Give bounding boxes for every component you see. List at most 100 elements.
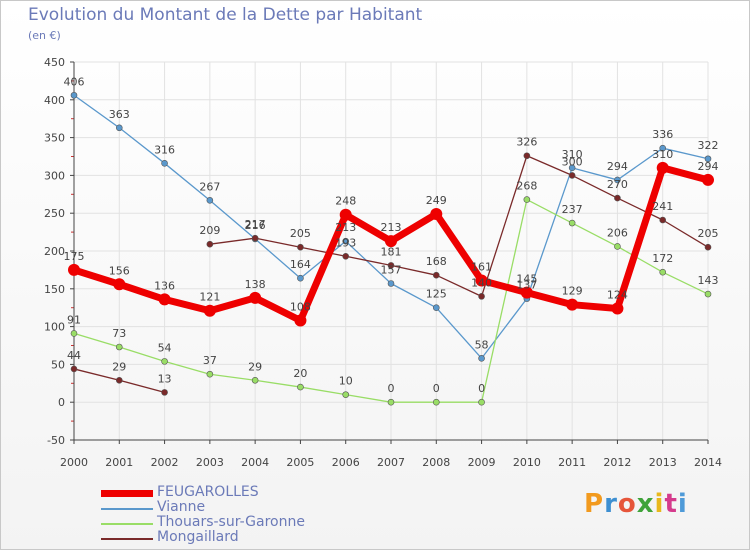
y-tick-label: 350	[44, 132, 65, 145]
data-label-vianne: 310	[562, 148, 583, 161]
data-point-vianne	[704, 155, 712, 163]
data-label-vianne: 267	[199, 180, 220, 193]
data-label-feugarolles: 310	[652, 148, 673, 161]
data-point-thouars-sur-garonne	[478, 398, 485, 406]
data-label-vianne: 216	[245, 219, 266, 232]
data-point-thouars-sur-garonne	[387, 398, 395, 406]
x-tick-label: 2004	[241, 456, 269, 469]
data-point-thouars-sur-garonne	[432, 398, 440, 406]
series-feugarolles	[68, 161, 714, 327]
data-label-mongaillard: 217	[245, 218, 266, 231]
data-label-feugarolles: 213	[381, 221, 402, 234]
data-label-mongaillard: 209	[199, 224, 220, 237]
data-point-vianne	[70, 91, 78, 99]
data-label-feugarolles: 145	[516, 273, 537, 286]
data-point-mongaillard	[704, 243, 712, 251]
y-tick-label: 150	[44, 283, 65, 296]
data-label-thouars-sur-garonne: 172	[652, 252, 673, 265]
legend-label: Vianne	[157, 499, 206, 515]
data-point-vianne	[614, 176, 621, 184]
chart-title: Evolution du Montant de la Dette par Hab…	[28, 5, 423, 25]
data-label-vianne: 316	[154, 143, 175, 156]
data-point-mongaillard	[161, 389, 168, 396]
x-tick-label: 2001	[105, 456, 133, 469]
data-point-mongaillard	[432, 271, 440, 279]
x-axis: 2000 2001 2002 2003 2004 2005 2006 2007 2008 2009…	[60, 439, 722, 469]
data-label-thouars-sur-garonne: 91	[67, 313, 81, 326]
data-point-feugarolles	[656, 161, 669, 174]
x-tick-label: 2005	[286, 456, 314, 469]
data-label-mongaillard: 300	[562, 155, 583, 168]
data-point-thouars-sur-garonne	[342, 391, 350, 398]
logo-letter: i	[677, 489, 688, 519]
series-layer	[68, 91, 714, 406]
x-tick-label: 2008	[422, 456, 450, 469]
data-point-thouars-sur-garonne	[614, 243, 621, 250]
y-tick-label: 0	[58, 396, 65, 409]
data-point-feugarolles	[113, 278, 126, 291]
data-label-mongaillard: 205	[698, 227, 719, 240]
data-label-feugarolles: 108	[290, 301, 311, 314]
data-labels: 175 156 136 121 138 108 248 213 249 161 145 129 124 3…	[64, 75, 719, 395]
x-tick-label: 2014	[694, 456, 722, 469]
data-label-mongaillard: 205	[290, 227, 311, 240]
data-point-thouars-sur-garonne	[115, 343, 123, 351]
y-tick-label: 400	[44, 94, 65, 107]
y-tick-label: -50	[47, 434, 65, 447]
data-point-feugarolles	[385, 235, 397, 248]
x-tick-label: 2000	[60, 456, 88, 469]
data-label-vianne: 157	[381, 264, 402, 277]
x-tick-label: 2011	[558, 456, 586, 469]
y-tick-label: 200	[44, 245, 65, 258]
data-point-feugarolles	[475, 274, 488, 287]
data-label-thouars-sur-garonne: 73	[112, 327, 126, 340]
data-point-feugarolles	[611, 302, 624, 315]
data-label-thouars-sur-garonne: 0	[388, 382, 395, 395]
data-point-thouars-sur-garonne	[161, 358, 168, 365]
data-point-feugarolles	[249, 291, 262, 304]
data-label-mongaillard: 181	[381, 245, 402, 258]
data-point-feugarolles	[566, 298, 579, 311]
data-point-feugarolles	[339, 208, 352, 221]
data-point-vianne	[432, 304, 440, 312]
data-point-thouars-sur-garonne	[523, 196, 531, 203]
logo-letter: P	[584, 489, 605, 519]
data-label-mongaillard: 193	[335, 236, 356, 249]
data-point-mongaillard	[115, 376, 123, 384]
y-tick-label: 300	[44, 169, 65, 182]
data-point-feugarolles	[203, 304, 216, 317]
data-label-thouars-sur-garonne: 54	[158, 341, 172, 354]
data-label-mongaillard: 168	[426, 255, 447, 268]
legend-swatch	[101, 523, 153, 525]
data-point-feugarolles	[520, 286, 533, 299]
y-tick-label: 50	[51, 358, 65, 371]
x-tick-label: 2003	[196, 456, 224, 469]
data-point-mongaillard	[251, 234, 259, 242]
data-label-mongaillard: 241	[652, 200, 673, 213]
data-label-feugarolles: 156	[109, 264, 130, 277]
x-tick-label: 2009	[468, 456, 496, 469]
x-tick-label: 2002	[151, 456, 179, 469]
data-point-mongaillard	[614, 194, 621, 202]
data-label-thouars-sur-garonne: 0	[478, 382, 485, 395]
data-label-feugarolles: 124	[607, 288, 628, 301]
data-label-feugarolles: 175	[64, 250, 85, 263]
data-point-mongaillard	[478, 293, 485, 300]
data-label-vianne: 58	[475, 338, 489, 351]
legend-swatch	[101, 538, 153, 540]
data-point-vianne	[568, 164, 576, 172]
data-point-feugarolles	[158, 293, 171, 306]
data-label-feugarolles: 294	[698, 160, 719, 173]
data-label-vianne: 363	[109, 108, 130, 121]
y-tick-label: 100	[44, 321, 65, 334]
data-point-thouars-sur-garonne	[568, 219, 576, 227]
data-point-mongaillard	[659, 216, 667, 224]
data-label-feugarolles: 121	[199, 291, 220, 304]
legend-label: Thouars-sur-Garonne	[157, 514, 305, 530]
data-label-vianne: 125	[426, 288, 447, 301]
data-label-thouars-sur-garonne: 10	[339, 375, 353, 388]
legend-swatch	[101, 508, 153, 510]
data-label-mongaillard: 270	[607, 178, 628, 191]
data-label-feugarolles: 129	[562, 285, 583, 298]
